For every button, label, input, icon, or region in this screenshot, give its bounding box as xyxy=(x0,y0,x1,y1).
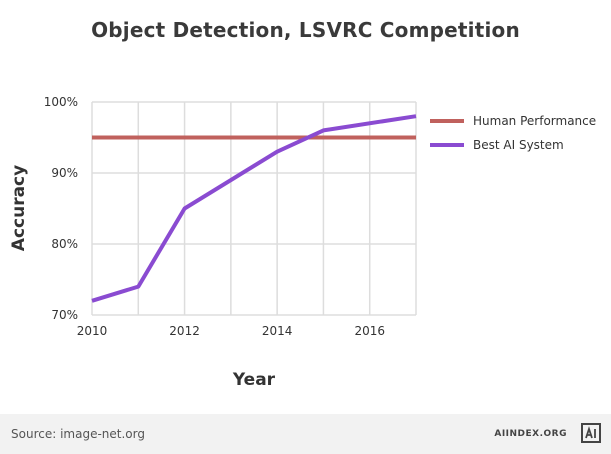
y-tick-labels: 70% 80% 90% 100% xyxy=(44,95,78,322)
legend: Human Performance Best AI System xyxy=(430,114,596,152)
ai-index-logo-icon xyxy=(581,423,601,443)
series-line-1 xyxy=(91,114,417,303)
y-tick-label: 90% xyxy=(51,166,78,180)
x-tick-label: 2014 xyxy=(262,324,293,338)
line-chart: 2010 2012 2014 2016 70% 80% 90% 100% Human Per… xyxy=(9,95,596,390)
legend-label-1: Best AI System xyxy=(473,138,564,152)
y-axis-label: Accuracy xyxy=(9,165,29,251)
series-lines xyxy=(91,114,417,303)
footer-bar: Source: image-net.org AIINDEX.ORG xyxy=(0,414,611,454)
chart-title: Object Detection, LSVRC Competition xyxy=(91,18,520,42)
x-tick-labels: 2010 2012 2014 2016 xyxy=(77,324,385,338)
source-text: Source: image-net.org xyxy=(11,427,145,441)
x-tick-label: 2012 xyxy=(169,324,200,338)
y-tick-label: 70% xyxy=(51,308,78,322)
y-tick-label: 80% xyxy=(51,237,78,251)
x-tick-label: 2010 xyxy=(77,324,108,338)
legend-label-0: Human Performance xyxy=(473,114,596,128)
x-axis-label: Year xyxy=(232,370,276,390)
y-tick-label: 100% xyxy=(44,95,78,109)
brand-text: AIINDEX.ORG xyxy=(494,429,567,439)
x-tick-label: 2016 xyxy=(354,324,385,338)
